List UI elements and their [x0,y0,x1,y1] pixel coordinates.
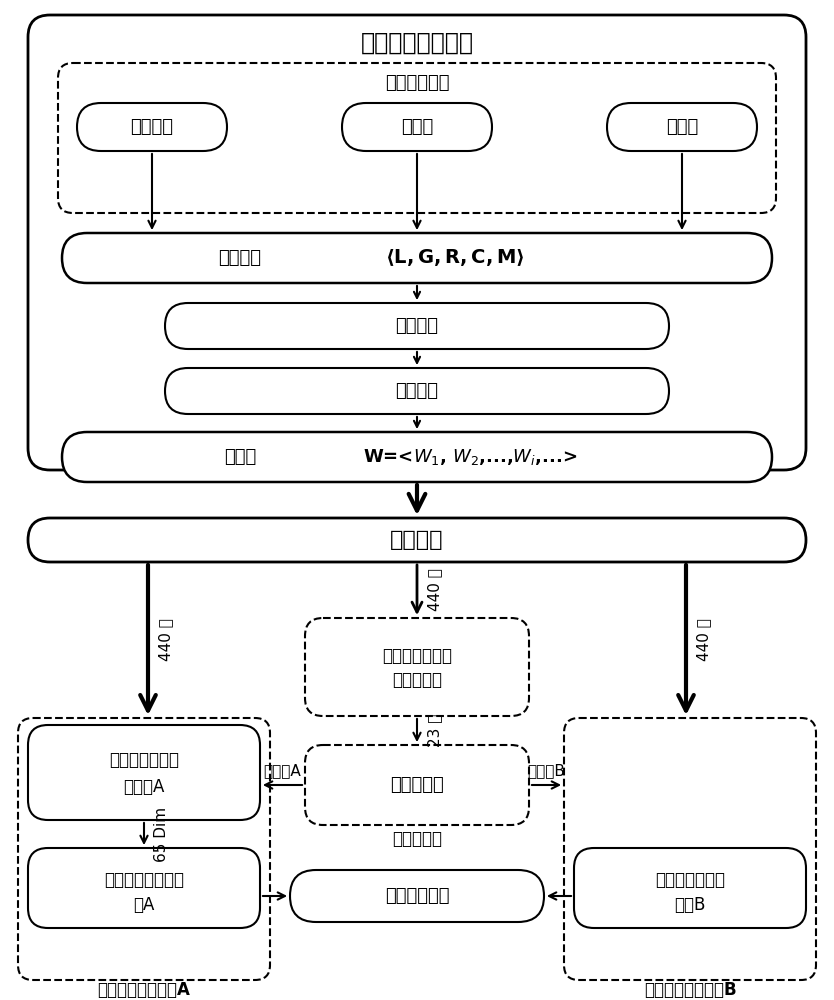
FancyBboxPatch shape [574,848,806,928]
Text: 特征选择：针对: 特征选择：针对 [109,751,179,769]
Text: 65 Dim: 65 Dim [154,806,169,862]
Text: 加速度计: 加速度计 [130,118,173,136]
Text: 数据测量及预处理: 数据测量及预处理 [360,31,474,55]
Text: 姿态组A: 姿态组A [263,763,301,778]
Text: 转角识别：姿态组B: 转角识别：姿态组B [644,981,736,999]
FancyBboxPatch shape [62,432,772,482]
Text: 转角分类器：姿态: 转角分类器：姿态 [104,871,184,889]
FancyBboxPatch shape [305,618,529,716]
Text: 姿态组A: 姿态组A [123,778,164,796]
FancyBboxPatch shape [77,103,227,151]
Text: 转角识别结果: 转角识别结果 [384,887,450,905]
Text: 陀螺仪: 陀螺仪 [401,118,433,136]
Text: 窗口划分: 窗口划分 [395,382,439,400]
FancyBboxPatch shape [28,518,806,562]
Text: 姿态分类器: 姿态分类器 [390,776,444,794]
Text: 特征提取: 特征提取 [390,530,444,550]
Text: 传感器测量值: 传感器测量值 [384,74,450,92]
FancyBboxPatch shape [28,725,260,820]
Text: 特征选择：针对: 特征选择：针对 [382,647,452,665]
Text: 窗口集: 窗口集 [224,448,256,466]
Text: 态组B: 态组B [675,896,706,914]
FancyBboxPatch shape [607,103,757,151]
FancyBboxPatch shape [18,718,270,980]
Text: 转角分类器：姿: 转角分类器：姿 [655,871,725,889]
Text: 440 维: 440 维 [427,569,442,611]
FancyBboxPatch shape [62,233,772,283]
Text: $\mathbf{\langle L,G,R,C,M\rangle}$: $\mathbf{\langle L,G,R,C,M\rangle}$ [385,247,525,268]
FancyBboxPatch shape [28,848,260,928]
FancyBboxPatch shape [58,63,776,213]
FancyBboxPatch shape [290,870,544,922]
FancyBboxPatch shape [28,15,806,470]
Text: 组A: 组A [133,896,154,914]
Text: 数据序列: 数据序列 [219,249,262,267]
Text: $\mathbf{W}$=<$W_1$, $W_2$,...,$W_i$,...>: $\mathbf{W}$=<$W_1$, $W_2$,...,$W_i$,...… [363,447,577,467]
Text: 噪声滤除: 噪声滤除 [395,317,439,335]
Text: 姿态组识别: 姿态组识别 [392,830,442,848]
Text: 磁力计: 磁力计 [666,118,698,136]
Text: 440 维: 440 维 [696,619,711,661]
FancyBboxPatch shape [342,103,492,151]
FancyBboxPatch shape [165,368,669,414]
FancyBboxPatch shape [305,745,529,825]
Text: 440 维: 440 维 [158,619,173,661]
Text: 转角识别：姿态组A: 转角识别：姿态组A [98,981,190,999]
Text: 姿态组B: 姿态组B [527,763,565,778]
FancyBboxPatch shape [564,718,816,980]
FancyBboxPatch shape [165,303,669,349]
Text: 23 维: 23 维 [427,713,442,747]
Text: 姿态组识别: 姿态组识别 [392,671,442,689]
